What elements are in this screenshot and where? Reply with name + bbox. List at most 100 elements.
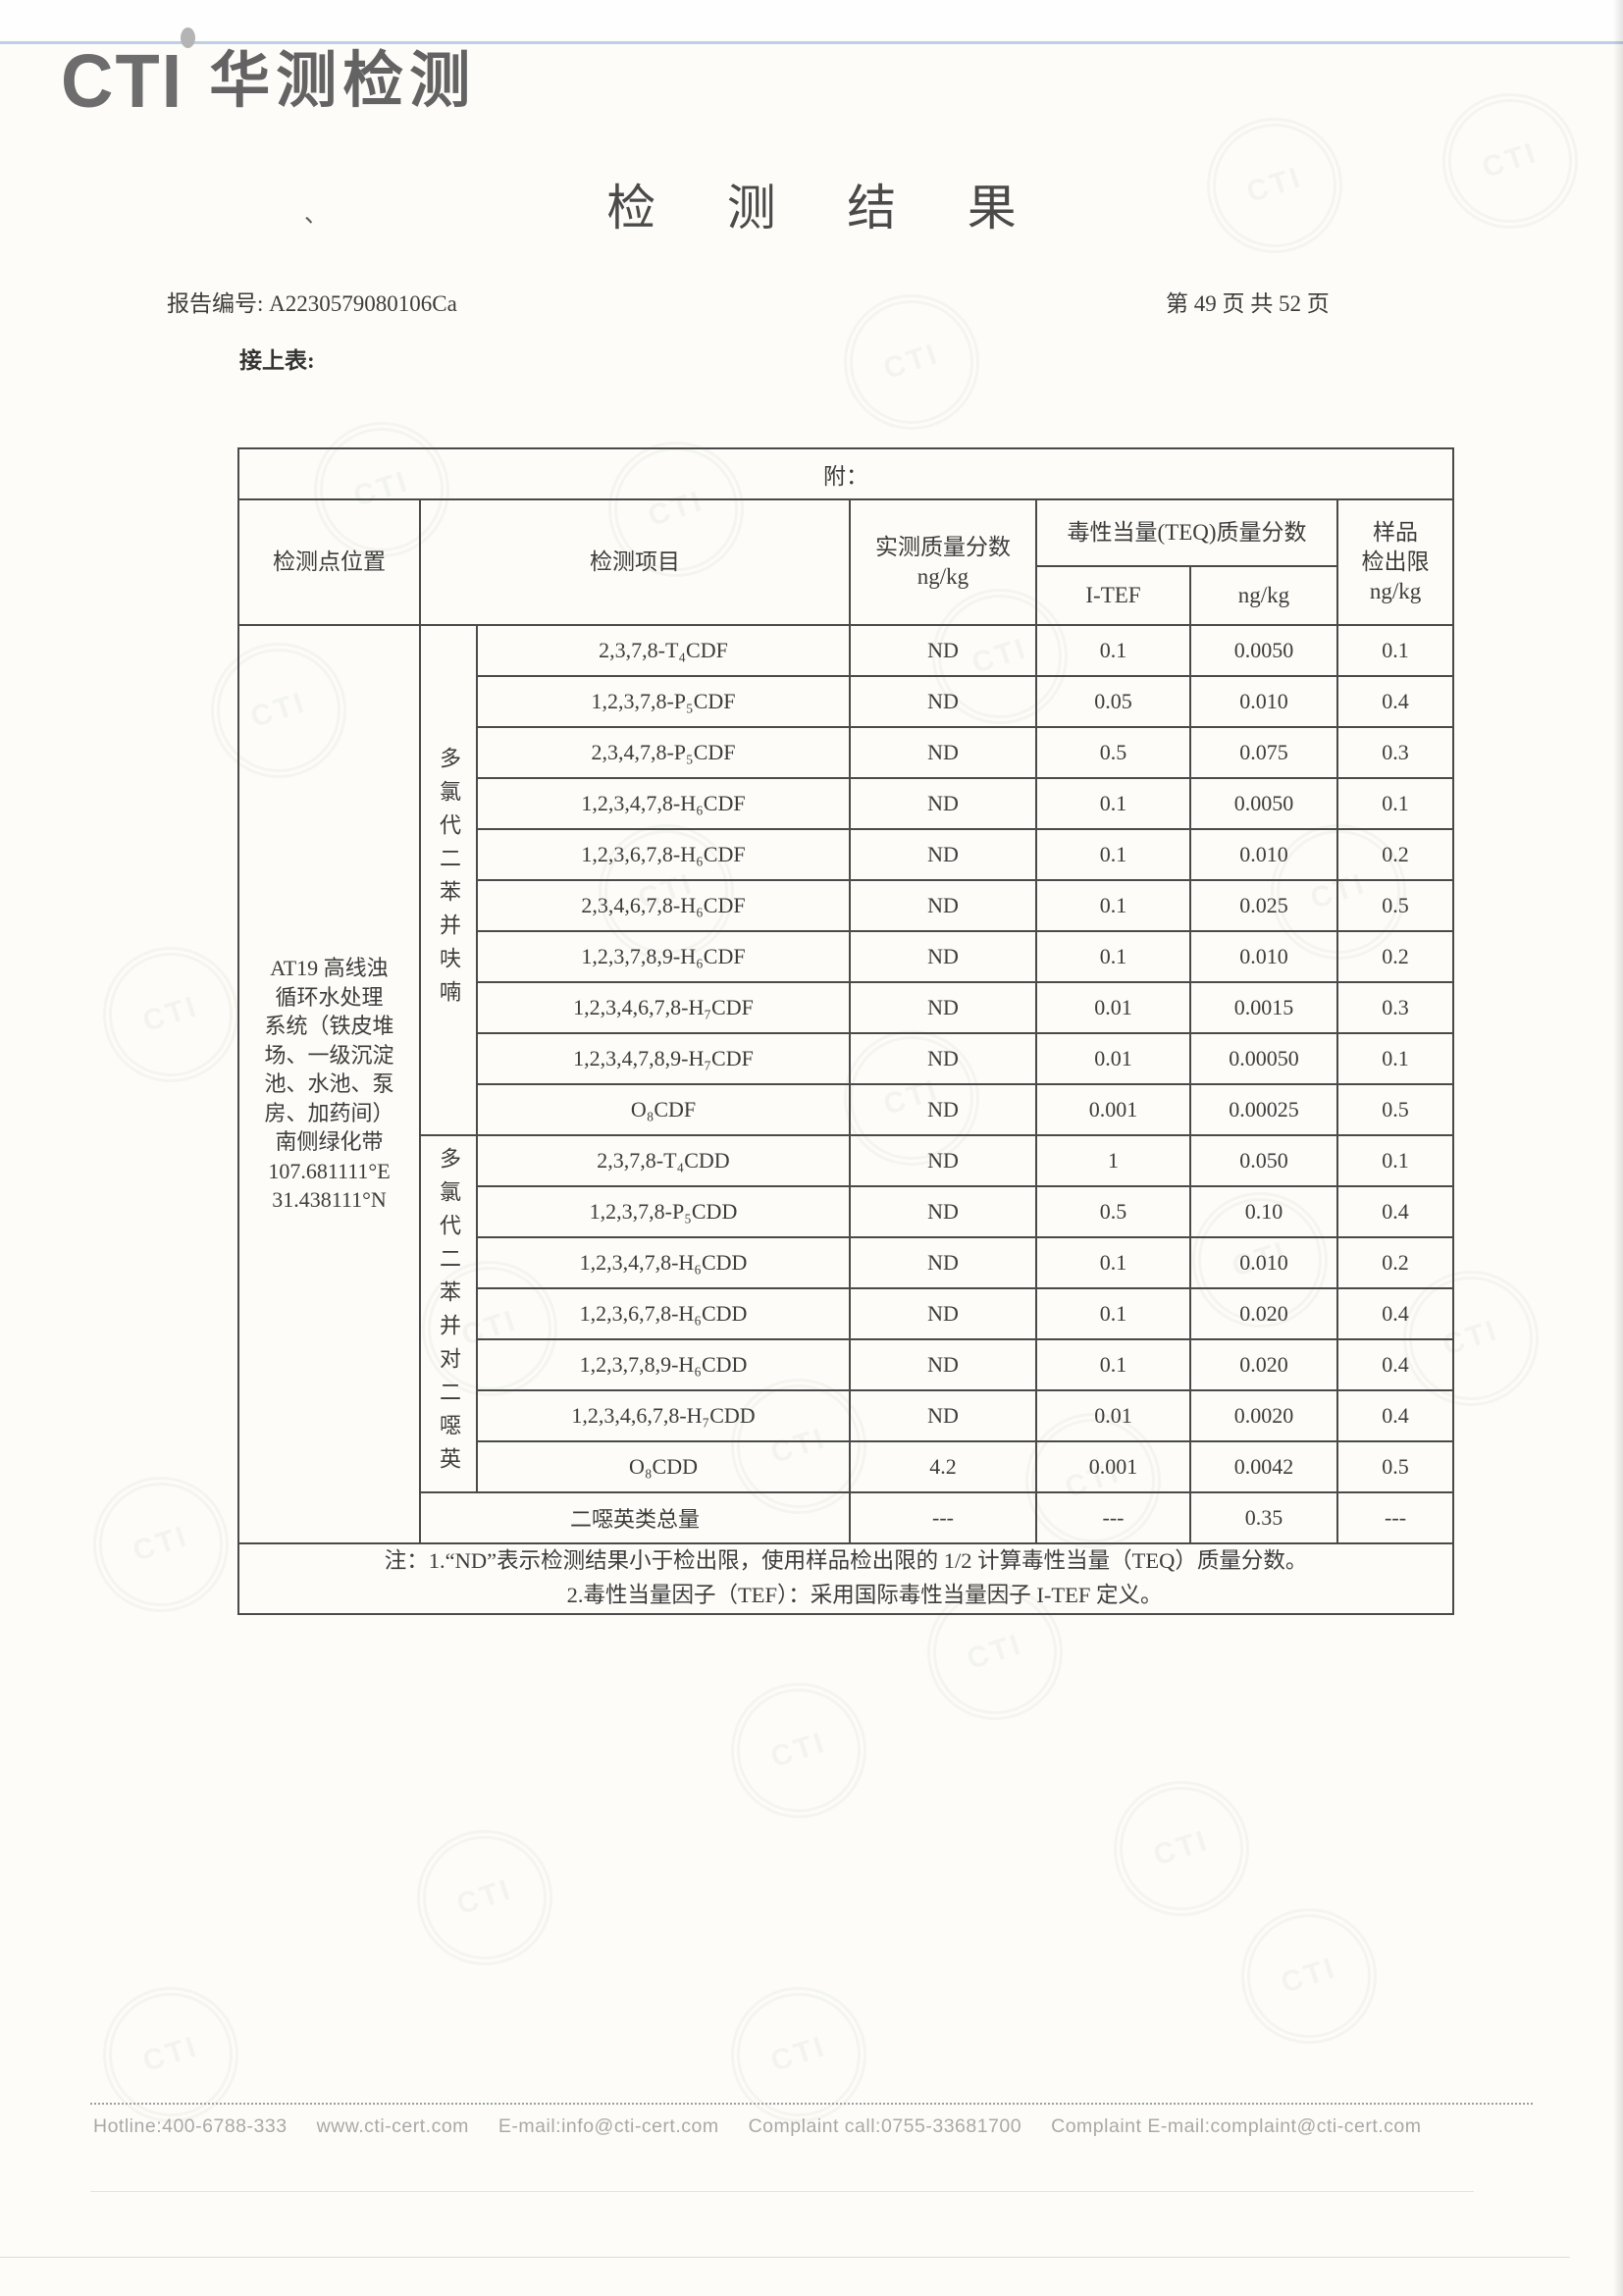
results-table: 附： 检测点位置 检测项目 实测质量分数 ng/kg 毒性当量(TEQ)质量分数… (236, 447, 1455, 1615)
footer-hotline: Hotline:400-6788-333 (93, 2115, 288, 2137)
total-limit-cell: --- (1335, 1491, 1455, 1544)
itef-cell: 0.01 (1035, 981, 1191, 1034)
footer-website: www.cti-cert.com (316, 2115, 469, 2137)
cti-logo-text: CTI (61, 38, 184, 124)
limit-cell: 0.1 (1335, 1134, 1455, 1187)
measured-cell: 4.2 (849, 1440, 1037, 1493)
limit-cell: 0.4 (1335, 1338, 1455, 1391)
footer-complaint-email: Complaint E-mail:complaint@cti-cert.com (1051, 2115, 1422, 2137)
teq-cell: 0.020 (1189, 1287, 1338, 1340)
itef-cell: 0.5 (1035, 726, 1191, 779)
watermark-stamp: CTI (85, 929, 256, 1100)
header-row-2: I-TEF ng/kg (238, 565, 1453, 626)
limit-cell: 0.5 (1335, 1440, 1455, 1493)
teq-cell: 0.010 (1189, 675, 1338, 728)
item-cell: 2,3,7,8-T₄CDF (476, 624, 851, 677)
header-teq: 毒性当量(TEQ)质量分数 (1035, 498, 1338, 567)
measured-cell: ND (849, 624, 1037, 677)
teq-cell: 0.010 (1189, 828, 1338, 881)
result-row: 1,2,3,7,8,9-H₆CDD ND 0.1 0.020 0.4 (238, 1338, 1455, 1391)
header-limit-line2: 检出限 (1361, 549, 1430, 575)
item-cell: 1,2,3,7,8,9-H₆CDF (476, 930, 851, 983)
location-cell: AT19 高线浊 循环水处理 系统（铁皮堆 场、一级沉淀 池、水池、泵 房、加药… (237, 624, 421, 1544)
limit-cell: 0.4 (1335, 675, 1455, 728)
measured-cell: ND (849, 1134, 1037, 1187)
measured-cell: ND (849, 1236, 1037, 1289)
itef-cell: 0.001 (1035, 1083, 1191, 1136)
itef-cell: 0.01 (1035, 1032, 1191, 1085)
footer-divider (90, 2103, 1533, 2105)
limit-cell: 0.5 (1335, 879, 1455, 932)
limit-cell: 0.2 (1335, 1236, 1455, 1289)
itef-cell: 0.1 (1035, 879, 1191, 932)
item-cell: 1,2,3,4,7,8,9-H₇CDF (476, 1032, 851, 1085)
item-cell: 1,2,3,7,8,9-H₆CDD (476, 1338, 851, 1391)
measured-cell: ND (849, 1032, 1037, 1085)
result-row: 1,2,3,7,8-P₅CDF ND 0.05 0.010 0.4 (238, 675, 1455, 728)
result-row: O₈CDF ND 0.001 0.00025 0.5 (238, 1083, 1455, 1136)
teq-cell: 0.010 (1189, 930, 1338, 983)
teq-cell: 0.00050 (1189, 1032, 1338, 1085)
watermark-stamp: CTI (713, 1969, 884, 2140)
measured-cell: ND (849, 828, 1037, 881)
teq-cell: 0.10 (1189, 1185, 1338, 1238)
header-item: 检测项目 (419, 498, 851, 626)
result-row: 2,3,4,7,8-P₅CDF ND 0.5 0.075 0.3 (238, 726, 1455, 779)
limit-cell: 0.4 (1335, 1185, 1455, 1238)
limit-cell: 0.1 (1335, 624, 1455, 677)
teq-cell: 0.0050 (1189, 624, 1338, 677)
itef-cell: 0.001 (1035, 1440, 1191, 1493)
footer-complaint-call: Complaint call:0755-33681700 (748, 2115, 1022, 2137)
note-line-1: 注：1.“ND”表示检测结果小于检出限，使用样品检出限的 1/2 计算毒性当量（… (384, 1548, 1308, 1573)
page-indicator: 第 49 页 共 52 页 (1166, 291, 1330, 316)
measured-cell: ND (849, 1338, 1037, 1391)
header-limit-line3: ng/kg (1369, 578, 1422, 603)
itef-cell: 0.1 (1035, 1338, 1191, 1391)
table-lead-label: 接上表: (239, 348, 315, 373)
result-row: 2,3,4,6,7,8-H₆CDF ND 0.1 0.025 0.5 (238, 879, 1455, 932)
item-cell: O₈CDF (476, 1083, 851, 1136)
header-itef: I-TEF (1035, 565, 1191, 626)
item-cell: 1,2,3,4,7,8-H₆CDF (476, 777, 851, 830)
header-limit-line1: 样品 (1373, 520, 1419, 546)
item-cell: 1,2,3,4,7,8-H₆CDD (476, 1236, 851, 1289)
result-row: 1,2,3,6,7,8-H₆CDF ND 0.1 0.010 0.2 (238, 828, 1455, 881)
attachment-cell: 附： (236, 447, 1455, 500)
itef-cell: 1 (1035, 1134, 1191, 1187)
scan-top-margin (0, 0, 1623, 41)
footer-contacts: Hotline:400-6788-333 www.cti-cert.com E-… (93, 2115, 1545, 2138)
teq-cell: 0.075 (1189, 726, 1338, 779)
teq-cell: 0.0042 (1189, 1440, 1338, 1493)
header-measured-label: 实测质量分数 (875, 535, 1011, 560)
itef-cell: 0.05 (1035, 675, 1191, 728)
result-row: 1,2,3,7,8,9-H₆CDF ND 0.1 0.010 0.2 (238, 930, 1455, 983)
item-cell: 2,3,4,7,8-P₅CDF (476, 726, 851, 779)
measured-cell: ND (849, 777, 1037, 830)
limit-cell: 0.2 (1335, 828, 1455, 881)
item-cell: 2,3,4,6,7,8-H₆CDF (476, 879, 851, 932)
limit-cell: 0.3 (1335, 981, 1455, 1034)
logo: CTI 华测检测 (61, 27, 477, 124)
results-tbody: AT19 高线浊 循环水处理 系统（铁皮堆 场、一级沉淀 池、水池、泵 房、加药… (237, 624, 1455, 1544)
attachment-row: 附： (236, 447, 1455, 500)
company-name: 华测检测 (209, 47, 477, 115)
scan-faint-line (0, 2257, 1570, 2258)
page-title: 检 测 结 果 (606, 181, 1046, 235)
header-row-1: 检测点位置 检测项目 实测质量分数 ng/kg 毒性当量(TEQ)质量分数 样品… (237, 498, 1455, 626)
measured-cell: ND (849, 726, 1037, 779)
itef-cell: 0.01 (1035, 1389, 1191, 1442)
group-label-cell: 多氯代二苯并呋喃 (419, 624, 478, 1136)
teq-cell: 0.050 (1189, 1134, 1338, 1187)
teq-cell: 0.0020 (1189, 1389, 1338, 1442)
notes-cell: 注：1.“ND”表示检测结果小于检出限，使用样品检出限的 1/2 计算毒性当量（… (236, 1542, 1455, 1615)
total-itef-cell: --- (1035, 1491, 1191, 1544)
teq-cell: 0.025 (1189, 879, 1338, 932)
result-row: 1,2,3,4,6,7,8-H₇CDF ND 0.01 0.0015 0.3 (238, 981, 1455, 1034)
item-cell: 1,2,3,6,7,8-H₆CDF (476, 828, 851, 881)
measured-cell: ND (849, 1083, 1037, 1136)
watermark-stamp: CTI (85, 1969, 256, 2140)
header-limit: 样品 检出限 ng/kg (1335, 498, 1455, 626)
itef-cell: 0.1 (1035, 777, 1191, 830)
itef-cell: 0.1 (1035, 1236, 1191, 1289)
